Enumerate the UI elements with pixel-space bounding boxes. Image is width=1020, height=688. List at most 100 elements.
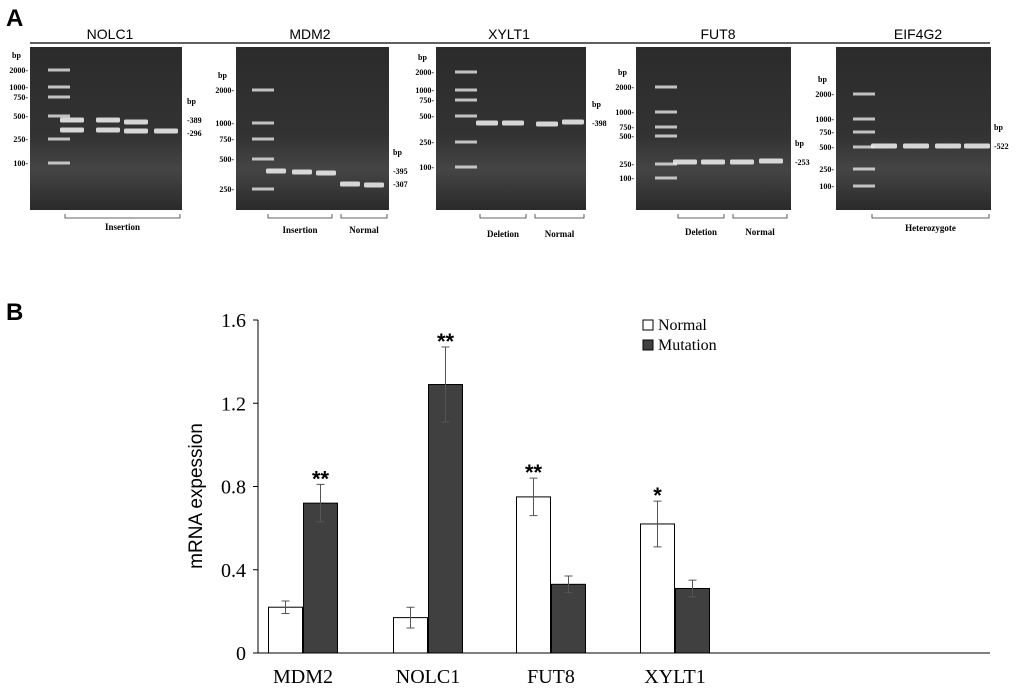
group-label: Normal [545,229,575,239]
sample-band [154,128,178,134]
group-bracket [534,214,585,219]
group-label: Deletion [487,229,519,239]
gel-panel: A NOLC1 bp 2000- 1000- 750- 500- 250- 100- bp -38… [6,5,1009,239]
sample-band [730,159,754,165]
bar-normal [268,606,303,654]
gel-nolc1: NOLC1 bp 2000- 1000-750- 500- 250- 100- bp -389 -… [9,26,201,232]
ladder-size-label: 100- [819,182,834,191]
x-tick-label: MDM2 [273,666,333,688]
sample-band [266,168,286,174]
significance-mark: ** [525,460,543,485]
ladder-unit-label: bp [218,71,227,80]
ladder-size-label: 500- [819,143,834,152]
ladder-band [252,157,274,161]
ladder-size-label: 2000- [815,90,834,99]
error-bar [529,477,538,517]
band-size-label: -253 [795,158,810,167]
band-unit-label: bp [795,139,804,148]
ladder-unit-label: bp [618,68,627,77]
ladder-band [655,162,677,166]
ladder-size-label: 100- [13,159,28,168]
band-size-label: -307 [393,180,408,189]
gel-xylt1: XYLT1 bp 2000- 1000-750- 500- 250- 100- bp -398 D… [415,26,606,239]
group-bracket [340,214,388,219]
sample-band [759,158,783,164]
band-unit-label: bp [187,97,196,106]
sample-band [292,169,312,175]
ladder-band [252,88,274,92]
group-bracket [732,214,788,219]
ladder-band [655,134,677,138]
ladder-band [252,137,274,141]
ladder-band [655,110,677,114]
gel-eif4g2: EIF4G2 bp 2000- 1000- 750- 500- 250- 100- bp -522… [815,26,1008,233]
ladder-band [655,125,677,129]
sample-band [60,127,84,133]
bar-normal [393,617,428,654]
ladder-size-label: 750- [13,93,28,102]
group-label: Insertion [105,222,140,232]
gel-image [836,47,991,210]
band-size-label: -522 [994,142,1009,151]
ladder-size-label: 1000- [215,119,234,128]
gel-title: EIF4G2 [894,26,942,42]
sample-band [96,117,120,123]
ladder-size-label: 250- [419,138,434,147]
error-bar [688,579,697,598]
sample-band [316,170,336,176]
ladder-size-label: 750- [619,123,634,132]
legend-label: Normal [658,317,707,334]
y-tick-label: 0.4 [221,560,246,582]
bar-normal [640,523,675,654]
ladder-size-label: 500- [419,112,434,121]
ladder-band [455,70,477,74]
band-unit-label: bp [994,123,1003,132]
sample-band [673,159,697,165]
sample-band [903,143,929,149]
sample-band [96,127,120,133]
sample-band [536,121,558,127]
ladder-size-label: 100- [419,163,434,172]
ladder-band [853,92,875,96]
ladder-band [455,165,477,169]
legend-label: Mutation [658,337,717,354]
error-bar [281,600,290,614]
error-bar [441,346,450,423]
ladder-size-label: 750- [819,128,834,137]
y-tick-label: 1.2 [221,393,246,415]
error-bar [653,500,662,548]
sample-band [364,182,384,188]
error-bar [316,483,325,523]
ladder-band [853,167,875,171]
ladder-size-label: 100- [619,174,634,183]
y-tick-label: 0 [236,643,246,665]
significance-mark: * [653,483,662,508]
panel-b-label: B [6,299,23,326]
band-unit-label: bp [592,100,601,109]
y-axis-label: mRNA expession [186,423,207,569]
group-label: Heterozygote [905,223,956,233]
sample-band [935,143,961,149]
band-size-label: -398 [592,119,607,128]
band-size-label: -389 [187,116,202,125]
group-label: Normal [349,225,379,235]
ladder-band [48,85,70,89]
band-size-label: -395 [393,167,408,176]
ladder-size-label: 250- [819,165,834,174]
sample-band [124,119,148,125]
ladder-band [853,130,875,134]
ladder-size-label: 2000- [415,68,434,77]
gel-title: NOLC1 [87,26,134,42]
ladder-band [48,137,70,141]
sample-band [124,128,148,134]
ladder-band [655,176,677,180]
ladder-band [853,145,875,149]
sample-band [60,117,84,123]
x-tick-label: FUT8 [527,666,575,688]
ladder-unit-label: bp [12,51,21,60]
sample-band [476,120,498,126]
ladder-size-label: 1000- [815,115,834,124]
significance-mark: ** [437,329,455,354]
panel-a-label: A [6,5,23,32]
bar-mutation [428,384,463,654]
